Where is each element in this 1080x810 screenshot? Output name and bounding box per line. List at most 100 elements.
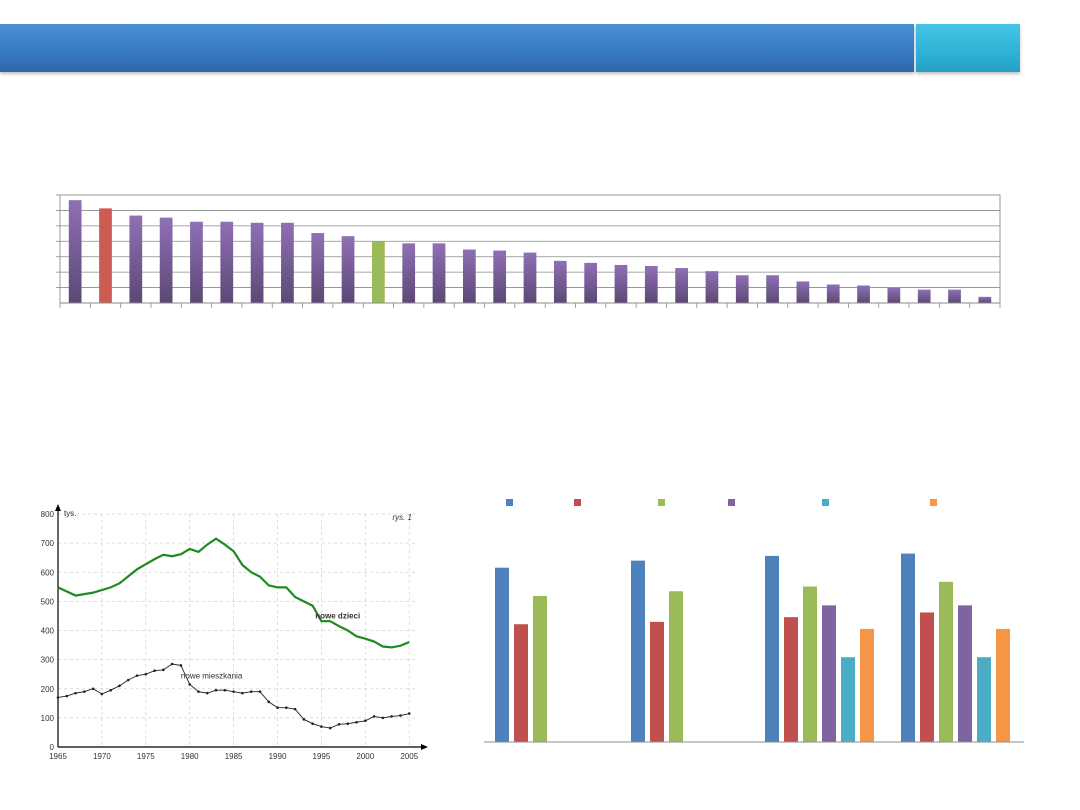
series-point xyxy=(162,668,165,672)
bar xyxy=(644,265,658,303)
bar xyxy=(650,621,664,742)
series-point xyxy=(223,688,227,692)
bar xyxy=(68,200,82,303)
y-tick-label: 700 xyxy=(41,539,55,548)
bar xyxy=(705,271,719,303)
bar xyxy=(341,236,355,303)
y-tick-label: 200 xyxy=(41,685,55,694)
series-point xyxy=(258,690,262,693)
series-point xyxy=(346,722,350,725)
series-point xyxy=(267,700,271,704)
series-point xyxy=(381,716,385,720)
bar xyxy=(784,617,798,742)
x-tick-label: 1985 xyxy=(225,752,243,761)
bar xyxy=(493,250,507,303)
series-point xyxy=(311,722,314,725)
bar xyxy=(803,586,817,742)
bar xyxy=(311,233,325,303)
bar xyxy=(887,287,901,303)
title-banner-accent xyxy=(916,24,1020,72)
bar xyxy=(584,262,598,303)
y-tick-label: 300 xyxy=(41,656,55,665)
series-point xyxy=(390,715,393,718)
bar xyxy=(372,241,385,303)
bar xyxy=(977,657,991,742)
series-point xyxy=(320,725,323,728)
bar xyxy=(996,628,1010,742)
y-unit-label: tys. xyxy=(64,509,76,518)
series-point xyxy=(118,684,121,688)
bar xyxy=(614,264,628,303)
bar xyxy=(948,289,961,303)
x-tick-label: 1970 xyxy=(93,752,111,761)
y-tick-label: 800 xyxy=(41,510,55,519)
series-point xyxy=(109,688,112,692)
y-tick-label: 0 xyxy=(50,743,55,752)
series-point xyxy=(65,694,69,698)
series-point xyxy=(100,692,104,696)
series-point xyxy=(284,706,288,709)
legend-swatch xyxy=(822,499,829,506)
births-housing-line-chart: 1965 1970 1975 1980 1985 1990 1995 2000 2005 0 100… xyxy=(41,504,428,761)
bar xyxy=(765,555,779,742)
series-point xyxy=(126,678,130,682)
y-tick-label: 100 xyxy=(41,714,55,723)
series-point xyxy=(276,706,279,709)
series-point xyxy=(337,722,341,726)
bar xyxy=(533,595,547,742)
bar xyxy=(514,624,528,742)
series-point xyxy=(205,691,209,695)
series-point xyxy=(197,690,200,693)
bar xyxy=(917,289,931,303)
x-tick-label: 1995 xyxy=(313,752,331,761)
series-line-nowe-dzieci xyxy=(57,537,410,649)
ranking-bar-chart xyxy=(56,194,1001,308)
bar xyxy=(766,275,779,303)
legend-swatch xyxy=(658,499,665,506)
series-point xyxy=(232,690,235,693)
bar xyxy=(129,215,143,303)
bar xyxy=(675,268,688,303)
series-point xyxy=(144,672,148,676)
x-tick-label: 1975 xyxy=(137,752,155,761)
bar xyxy=(796,281,810,303)
y-tick-label: 600 xyxy=(41,568,55,577)
bar xyxy=(857,285,870,303)
series-point xyxy=(328,726,332,730)
series-point xyxy=(293,707,297,711)
bar xyxy=(462,249,476,303)
x-tick-label: 1990 xyxy=(269,752,287,761)
bar xyxy=(523,252,537,303)
legend-swatch xyxy=(728,499,735,506)
bar xyxy=(281,222,294,303)
series-point xyxy=(170,662,174,666)
bar xyxy=(939,581,953,742)
series-point xyxy=(153,669,156,672)
series-point xyxy=(135,674,139,677)
y-tick-label: 500 xyxy=(41,597,55,606)
bar xyxy=(553,260,567,303)
bar xyxy=(826,284,840,303)
series-label-nowe-mieszkania: nowe mieszkania xyxy=(181,671,243,680)
y-axis-arrow xyxy=(55,504,61,511)
bar xyxy=(159,217,173,303)
bar xyxy=(220,221,234,303)
figure-label: rys. 1 xyxy=(392,513,412,522)
series-point xyxy=(188,683,192,686)
title-banner xyxy=(0,24,914,72)
bar xyxy=(735,275,749,303)
series-point xyxy=(214,688,218,692)
series-point xyxy=(241,691,244,695)
x-axis-arrow xyxy=(421,744,428,750)
series-label-nowe-dzieci: nowe dzieci xyxy=(315,611,360,620)
series-point xyxy=(364,719,367,723)
series-point xyxy=(91,687,95,691)
legend-swatch xyxy=(574,499,581,506)
y-tick-label: 400 xyxy=(41,627,55,636)
bar xyxy=(958,605,972,742)
bar xyxy=(822,605,836,742)
series-point xyxy=(74,691,77,695)
series-point xyxy=(83,690,86,693)
bar xyxy=(920,612,934,742)
bar xyxy=(250,222,264,303)
